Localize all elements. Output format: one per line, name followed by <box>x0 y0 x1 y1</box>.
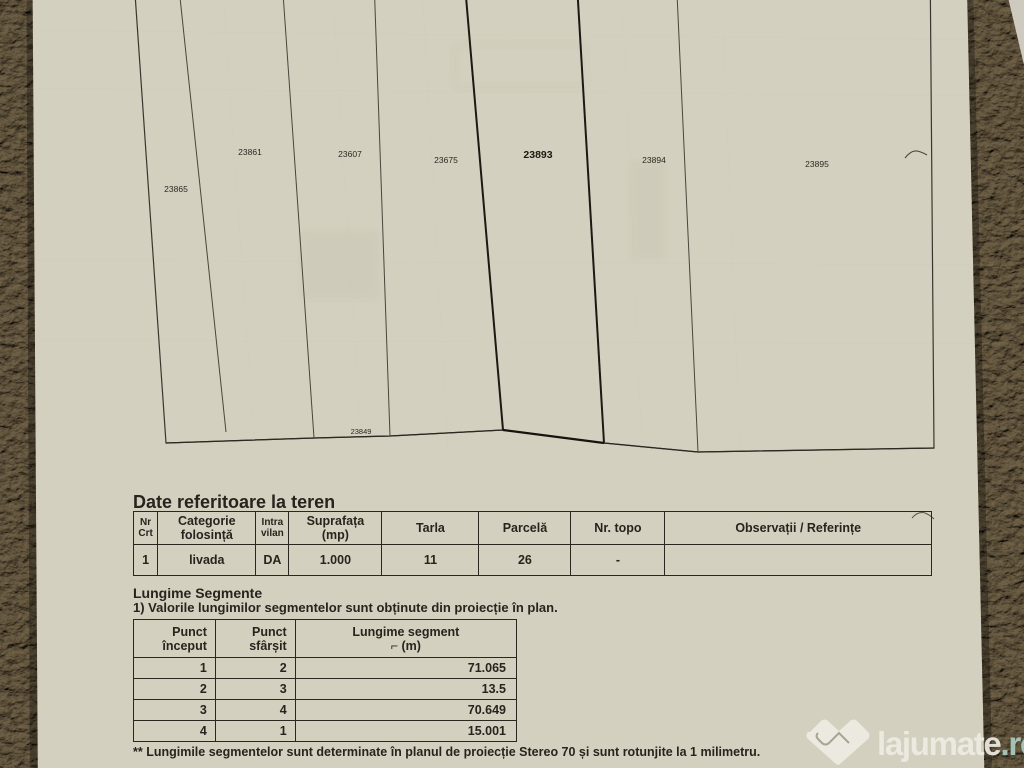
svg-text:23607: 23607 <box>338 149 362 159</box>
svg-text:23849: 23849 <box>351 427 372 436</box>
svg-text:lajumate.ro: lajumate.ro <box>877 725 1024 762</box>
svg-text:23895: 23895 <box>805 159 829 169</box>
svg-text:23865: 23865 <box>164 184 188 194</box>
svg-text:23894: 23894 <box>642 155 666 165</box>
svg-text:23861: 23861 <box>238 147 262 157</box>
svg-text:23675: 23675 <box>434 155 458 165</box>
svg-text:23893: 23893 <box>523 149 552 161</box>
